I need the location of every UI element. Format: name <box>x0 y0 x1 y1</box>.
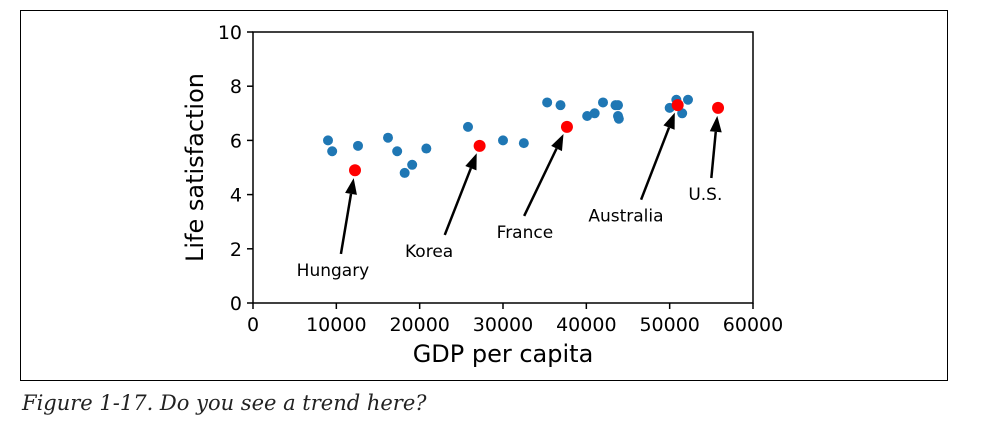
data-point <box>473 139 486 152</box>
y-axis-title: Life satisfaction <box>181 73 209 262</box>
y-tick-label: 6 <box>230 130 242 152</box>
data-point <box>399 167 410 178</box>
annotations: Hungary Korea France Australia U.S. <box>297 112 722 281</box>
annotation-arrow <box>523 147 558 217</box>
annotation-label: U.S. <box>688 185 722 205</box>
annotation-label: France <box>497 223 554 243</box>
data-point <box>555 100 566 111</box>
x-tick-label: 10000 <box>306 314 366 336</box>
data-point <box>683 94 693 105</box>
data-point <box>589 108 600 119</box>
data-point <box>323 135 333 146</box>
data-point <box>542 97 553 108</box>
annotation-arrow <box>339 193 353 255</box>
data-point <box>560 120 573 133</box>
figure-frame <box>20 10 948 381</box>
x-tick-label: 20000 <box>389 314 449 336</box>
x-tick-label: 30000 <box>473 314 533 336</box>
annotation-label: Australia <box>588 207 663 227</box>
annotation-label: Hungary <box>297 261 370 281</box>
annotation-arrowhead <box>551 134 564 152</box>
annotation-arrowhead <box>465 153 477 171</box>
annotation-arrowhead <box>709 115 722 133</box>
y-tick-label: 2 <box>230 239 242 261</box>
annotation-arrowhead <box>663 112 675 130</box>
annotation-arrow <box>639 127 671 201</box>
data-points <box>323 94 725 178</box>
data-point <box>712 101 725 114</box>
data-point <box>518 138 529 149</box>
data-point <box>407 159 418 170</box>
x-tick-label: 60000 <box>723 314 783 336</box>
annotation-label: Korea <box>405 242 453 262</box>
data-point <box>421 143 432 154</box>
y-tick-label: 0 <box>230 293 242 315</box>
annotation-arrow <box>443 167 473 236</box>
x-axis-title: GDP per capita <box>413 340 594 368</box>
data-point <box>613 113 624 124</box>
x-axis: 0 10000 20000 30000 40000 50000 60000 <box>247 303 783 336</box>
y-axis: 0 2 4 6 8 10 <box>218 22 253 315</box>
data-point <box>582 111 593 122</box>
y-tick-label: 4 <box>230 185 242 207</box>
x-tick-label: 0 <box>247 314 259 336</box>
data-point <box>498 135 508 146</box>
figure-caption: Figure 1-17. Do you see a trend here? <box>22 391 427 415</box>
annotation-arrow <box>710 131 718 179</box>
data-point <box>383 132 393 143</box>
y-tick-label: 10 <box>218 22 242 44</box>
data-point <box>598 97 608 108</box>
data-point <box>327 146 338 157</box>
y-tick-label: 8 <box>230 76 242 98</box>
data-point <box>613 100 623 111</box>
x-tick-label: 40000 <box>556 314 616 336</box>
x-tick-label: 50000 <box>639 314 699 336</box>
data-point <box>671 99 684 112</box>
annotation-arrowhead <box>345 178 357 195</box>
data-point <box>349 164 361 177</box>
data-point <box>392 146 403 157</box>
data-point <box>353 140 363 151</box>
data-point <box>463 121 473 132</box>
